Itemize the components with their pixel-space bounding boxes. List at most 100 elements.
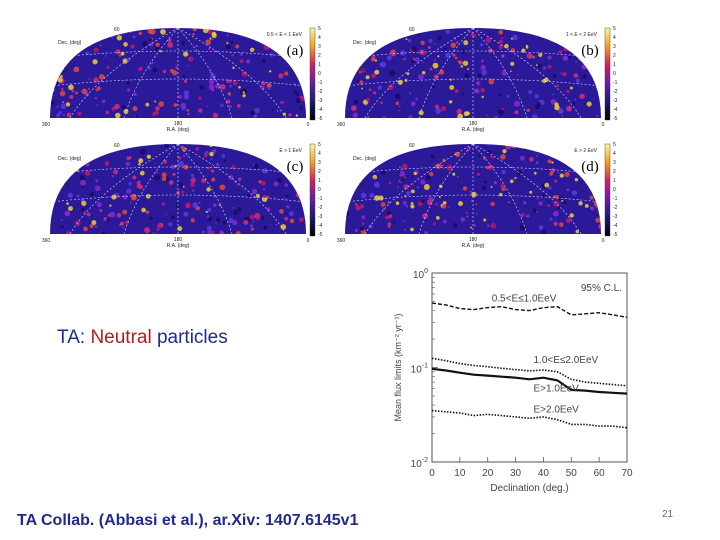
- color-scale-bar: [604, 27, 611, 121]
- sky-map-hotspot: [81, 88, 88, 95]
- sky-map-hotspot: [374, 195, 380, 201]
- sky-map-hotspot: [84, 148, 87, 151]
- sky-map-hotspot: [420, 179, 426, 185]
- sky-map-hotspot: [50, 100, 55, 106]
- sky-map-hotspot: [554, 179, 558, 183]
- sky-map-hotspot: [345, 75, 348, 80]
- sky-map-hotspot: [249, 145, 253, 149]
- sky-map-hotspot: [104, 54, 107, 57]
- color-scale-tick-label: 0: [318, 71, 321, 77]
- sky-map-hotspot: [183, 94, 190, 100]
- panel-letter: (b): [581, 43, 599, 59]
- sky-map-hotspot: [558, 196, 563, 201]
- sky-map-hotspot: [569, 86, 573, 90]
- sky-map-hotspot: [113, 169, 119, 175]
- sky-map-hotspot: [369, 163, 372, 167]
- sky-map-hotspot: [450, 42, 457, 48]
- series-label: 1.0<E≤2.0EeV: [534, 355, 599, 366]
- flux-limit-chart: 100 10-1 10-20 10 20 30 40 50 60 70 Declination (d…: [393, 268, 633, 494]
- map-y-axis-label: Dec. (deg): [58, 156, 82, 162]
- color-scale-tick-label: -4: [318, 107, 323, 113]
- map-x-axis-label: R.A. (deg): [167, 127, 190, 132]
- sky-map-hotspot: [187, 112, 190, 115]
- color-scale-tick-label: 0: [318, 187, 321, 193]
- sky-map-hotspot: [296, 38, 300, 42]
- sky-map-hotspot: [579, 93, 585, 100]
- sky-map-hotspot: [256, 216, 261, 221]
- sky-map-hotspot: [575, 229, 579, 234]
- sky-map-hotspot: [372, 174, 378, 180]
- sky-map-hotspot: [455, 151, 461, 157]
- sky-map-hotspot: [377, 144, 380, 146]
- map-dec-tick-label: 60: [409, 143, 415, 149]
- sky-map-hotspot: [149, 216, 153, 220]
- sky-map-hotspot: [370, 57, 376, 62]
- map-ra-tick-label: 360: [337, 122, 346, 128]
- declination-grid-line: [345, 194, 601, 203]
- sky-map-hotspot: [497, 109, 504, 116]
- sky-map-hotspot: [158, 101, 165, 107]
- sky-map-hotspot: [95, 179, 99, 183]
- sky-map-hotspot: [132, 35, 136, 39]
- sky-map-hotspot: [208, 47, 211, 50]
- sky-map-hotspot: [559, 222, 564, 227]
- sky-map-hotspot: [50, 190, 52, 194]
- sky-map-hotspot: [410, 204, 415, 209]
- sky-map-hotspot: [490, 201, 495, 207]
- sky-map-hotspot: [68, 50, 73, 55]
- sky-map-hotspot: [215, 162, 220, 167]
- sky-map-hotspot: [586, 101, 592, 107]
- sky-map-hotspot: [595, 206, 598, 209]
- sky-map-hotspot: [397, 186, 399, 188]
- sky-map-hotspot: [61, 28, 67, 32]
- sky-map-hotspot: [99, 44, 102, 47]
- sky-map-hotspot: [418, 110, 424, 116]
- sky-map-hotspot: [433, 42, 436, 45]
- sky-map-hotspot: [295, 92, 300, 96]
- sky-map-hotspot: [551, 161, 554, 164]
- map-ra-tick-label: 0: [307, 122, 310, 128]
- sky-map-hotspot: [486, 224, 490, 228]
- declination-grid-line: [50, 78, 306, 87]
- sky-map-hotspot: [138, 31, 143, 36]
- sky-map-hotspot: [86, 212, 91, 217]
- sky-map-hotspot: [382, 116, 386, 118]
- confidence-annotation: 95% C.L.: [581, 283, 622, 294]
- sky-map-hotspot: [284, 216, 289, 221]
- heading-suffix: particles: [151, 327, 228, 348]
- sky-map-hotspot: [362, 144, 367, 148]
- sky-map-hotspot: [422, 213, 428, 219]
- sky-map-hotspot: [449, 85, 455, 90]
- sky-map-hotspot: [417, 33, 421, 36]
- sky-map-hotspot: [501, 70, 507, 76]
- sky-map-hotspot: [209, 151, 214, 157]
- color-scale-tick-label: 5: [318, 26, 321, 32]
- sky-map-hotspot: [481, 95, 484, 99]
- sky-map-hotspot: [227, 92, 232, 96]
- sky-map-hotspot: [170, 215, 176, 220]
- sky-map-hotspot: [479, 42, 484, 47]
- sky-map-hotspot: [274, 42, 277, 46]
- sky-map-hotspot: [59, 90, 66, 97]
- sky-map-hotspot: [66, 112, 72, 118]
- sky-map-hotspot: [460, 65, 464, 68]
- heading-highlight: Neutral: [90, 327, 152, 348]
- y-tick-label: 100: [413, 268, 428, 281]
- sky-map-hotspot: [454, 88, 459, 94]
- sky-map-hotspot: [593, 201, 600, 207]
- sky-map-hotspot: [433, 58, 437, 61]
- sky-map-hotspot: [187, 153, 189, 156]
- sky-map-hotspot: [534, 94, 539, 99]
- map-dec-tick-label: 60: [409, 27, 415, 33]
- series-line: [431, 409, 628, 429]
- sky-map-hotspot: [398, 171, 401, 174]
- sky-map-hotspot: [562, 71, 567, 77]
- sky-map-hotspot: [182, 185, 185, 188]
- sky-map-hotspot: [284, 197, 288, 200]
- sky-map-hotspot: [190, 218, 195, 223]
- sky-map-hotspot: [404, 78, 408, 82]
- sky-map-hotspot: [182, 154, 186, 158]
- sky-map-hotspot: [195, 146, 199, 151]
- sky-map-hotspot: [464, 73, 470, 79]
- sky-map-hotspot: [535, 64, 538, 67]
